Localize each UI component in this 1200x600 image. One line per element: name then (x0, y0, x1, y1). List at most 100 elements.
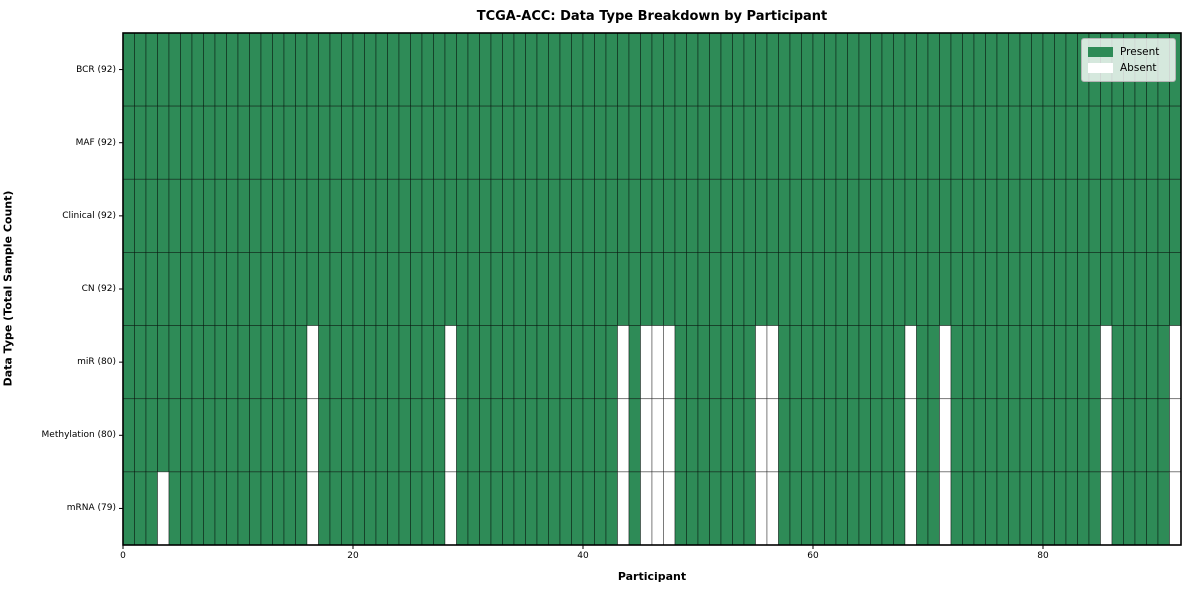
heatmap-cell (237, 32, 250, 107)
heatmap-cell (858, 105, 871, 180)
heatmap-cell (743, 471, 756, 546)
heatmap-cell (571, 325, 584, 400)
heatmap-cell (490, 105, 503, 180)
heatmap-cell (559, 471, 572, 546)
heatmap-cell (582, 325, 595, 400)
heatmap-cell (444, 178, 457, 253)
heatmap-cell (490, 471, 503, 546)
heatmap-cell (1065, 178, 1078, 253)
heatmap-cell (352, 178, 365, 253)
heatmap-cell (847, 471, 860, 546)
heatmap-cell (835, 105, 848, 180)
heatmap-cell (801, 105, 814, 180)
heatmap-cell (628, 178, 641, 253)
heatmap-cell (858, 325, 871, 400)
heatmap-cell (962, 471, 975, 546)
heatmap-cell (605, 252, 618, 326)
legend-swatch-absent-icon (1088, 63, 1113, 73)
heatmap-cell (893, 398, 906, 473)
heatmap-cell (640, 325, 653, 400)
heatmap-cell (835, 325, 848, 400)
heatmap-cell (180, 252, 193, 326)
heatmap-cell (364, 252, 377, 326)
heatmap-cell (341, 105, 354, 180)
heatmap-cell (950, 252, 963, 326)
heatmap-cell (180, 32, 193, 107)
heatmap-cell (732, 398, 745, 473)
heatmap-cell (881, 471, 894, 546)
heatmap-cell (122, 471, 135, 546)
heatmap-cell (433, 252, 446, 326)
heatmap-cell (444, 252, 457, 326)
heatmap-cell (467, 325, 480, 400)
heatmap-cell (1123, 105, 1136, 180)
heatmap-cell (847, 178, 860, 253)
heatmap-cell (755, 325, 768, 400)
heatmap-cell (318, 252, 331, 326)
heatmap-cell (663, 178, 676, 253)
heatmap-cell (709, 178, 722, 253)
heatmap-cell (387, 325, 400, 400)
heatmap-cell (387, 471, 400, 546)
x-tick-label: 60 (807, 551, 819, 561)
heatmap-cell (306, 398, 319, 473)
heatmap-cell (122, 325, 135, 400)
heatmap-cell (548, 325, 561, 400)
heatmap-cell (686, 252, 699, 326)
heatmap-cell (720, 32, 733, 107)
heatmap-cell (939, 471, 952, 546)
heatmap-cell (801, 325, 814, 400)
heatmap-cell (341, 178, 354, 253)
heatmap-cell (916, 252, 929, 326)
heatmap-cell (1031, 32, 1044, 107)
heatmap-cell (1042, 325, 1055, 400)
legend-label: Absent (1120, 62, 1157, 74)
heatmap-cell (203, 178, 216, 253)
heatmap-cell (939, 32, 952, 107)
heatmap-cell (1077, 178, 1090, 253)
heatmap-cell (444, 105, 457, 180)
heatmap-cell (571, 32, 584, 107)
heatmap-cell (467, 471, 480, 546)
heatmap-cell (157, 105, 170, 180)
heatmap-cell (1019, 105, 1032, 180)
heatmap-cell (1019, 325, 1032, 400)
heatmap-cell (191, 178, 204, 253)
heatmap-cell (1169, 178, 1182, 253)
heatmap-cell (973, 252, 986, 326)
heatmap-cell (870, 105, 883, 180)
heatmap-cell (835, 178, 848, 253)
heatmap-cell (536, 105, 549, 180)
heatmap-cell (479, 471, 492, 546)
heatmap-cell (640, 398, 653, 473)
heatmap-cell (824, 398, 837, 473)
heatmap-cell (904, 471, 917, 546)
heatmap-cell (548, 178, 561, 253)
heatmap-cell (398, 471, 411, 546)
heatmap-cell (789, 325, 802, 400)
heatmap-cell (594, 252, 607, 326)
heatmap-cell (122, 252, 135, 326)
heatmap-cell (1111, 325, 1124, 400)
heatmap-cell (329, 252, 342, 326)
heatmap-cell (387, 178, 400, 253)
heatmap-cell (1031, 325, 1044, 400)
heatmap-cell (663, 471, 676, 546)
heatmap-cell (283, 252, 296, 326)
heatmap-cell (559, 252, 572, 326)
heatmap-cell (1054, 178, 1067, 253)
heatmap-cell (766, 398, 779, 473)
heatmap-cell (1008, 325, 1021, 400)
heatmap-cell (502, 252, 515, 326)
heatmap-cell (306, 471, 319, 546)
heatmap-cell (410, 105, 423, 180)
heatmap-cell (295, 398, 308, 473)
heatmap-cell (272, 252, 285, 326)
heatmap-cell (1146, 178, 1159, 253)
heatmap-cell (410, 325, 423, 400)
heatmap-cell (249, 471, 262, 546)
heatmap-cell (502, 178, 515, 253)
heatmap-cell (755, 32, 768, 107)
heatmap-cell (1042, 178, 1055, 253)
